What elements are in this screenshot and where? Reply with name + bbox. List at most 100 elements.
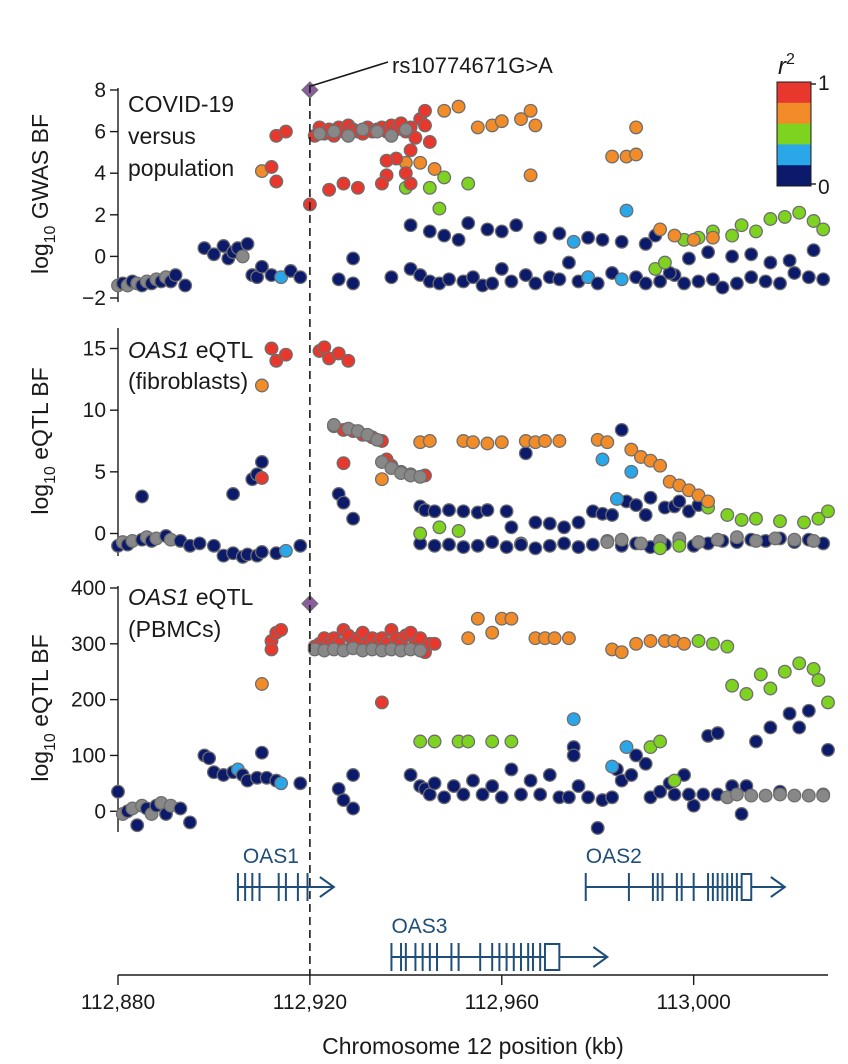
data-point — [643, 490, 658, 505]
data-point — [605, 149, 620, 164]
colorbar-min-label: 0 — [818, 176, 830, 199]
data-point — [542, 538, 557, 553]
data-point — [538, 434, 552, 448]
data-point — [216, 239, 231, 253]
data-point — [341, 353, 356, 368]
data-point — [422, 135, 437, 149]
x-tick-label: 112,920 — [273, 991, 347, 1014]
r2-colorbar: r2 1 0 — [776, 51, 830, 199]
data-point — [293, 538, 308, 553]
data-point — [729, 530, 744, 545]
data-point — [480, 222, 495, 237]
data-point — [782, 253, 797, 268]
data-point — [614, 532, 629, 547]
data-point — [590, 276, 605, 291]
data-point — [509, 218, 524, 233]
data-point — [264, 642, 279, 657]
data-point — [777, 209, 792, 224]
data-point — [293, 270, 308, 285]
data-point — [542, 768, 557, 782]
data-point — [183, 815, 197, 830]
data-point — [485, 625, 500, 640]
data-point — [816, 272, 831, 287]
data-point — [437, 228, 452, 243]
y-tick-label: 2 — [94, 204, 106, 227]
data-point — [197, 241, 212, 256]
data-point — [264, 160, 279, 174]
data-point — [653, 734, 668, 749]
data-point — [638, 276, 653, 291]
data-point — [768, 531, 783, 546]
data-point — [326, 124, 341, 139]
data-point — [528, 541, 543, 556]
data-point — [370, 432, 385, 447]
data-point — [427, 776, 442, 791]
data-point — [413, 155, 428, 170]
data-point — [566, 712, 581, 727]
gene-oas1: OAS1 — [236, 845, 336, 901]
data-point — [681, 787, 696, 802]
data-point — [787, 266, 802, 280]
data-point — [461, 734, 476, 749]
y-tick-label: −2 — [82, 287, 106, 310]
data-point — [705, 230, 720, 245]
data-point — [705, 272, 720, 287]
data-point — [485, 535, 500, 550]
colorbar-segment — [777, 123, 811, 145]
data-point — [605, 508, 620, 522]
data-point — [619, 740, 634, 755]
data-point — [801, 703, 816, 718]
data-point — [461, 176, 476, 191]
data-point — [427, 636, 442, 651]
data-point — [667, 787, 682, 802]
data-point — [470, 538, 485, 553]
panels: 8 6 4 2 0 −2 log10 GWAS BF COVID-19 versus popula… — [27, 79, 835, 835]
lead-snp-marker: rs10774671G>A — [309, 53, 553, 975]
points — [111, 99, 831, 295]
data-point — [422, 434, 437, 448]
data-point — [571, 540, 586, 555]
data-point — [806, 533, 821, 548]
data-point — [254, 259, 269, 274]
data-point — [667, 773, 682, 788]
data-point — [442, 503, 456, 518]
data-point — [528, 515, 543, 530]
data-point — [629, 748, 644, 763]
data-point — [206, 247, 221, 262]
data-point — [336, 456, 351, 471]
panel-eqtl-fibroblasts: 15 10 5 0 log10 eQTL BF OAS1 eQTL (fibroblasts… — [27, 328, 835, 564]
data-point — [816, 222, 831, 237]
data-point — [705, 636, 720, 651]
data-point — [494, 114, 509, 129]
data-point — [605, 266, 620, 280]
data-point — [657, 255, 672, 270]
data-point — [168, 268, 183, 283]
data-point — [480, 436, 495, 451]
data-point — [629, 498, 644, 513]
data-point — [638, 508, 653, 522]
colorbar-title: r2 — [778, 51, 795, 80]
data-point — [729, 276, 744, 291]
data-point — [504, 734, 519, 749]
data-point — [374, 695, 389, 710]
data-point — [792, 656, 807, 671]
panel-annotation: OAS1 eQTL — [128, 337, 253, 363]
data-point — [494, 261, 509, 276]
y-tick-label: 8 — [94, 79, 106, 102]
data-point — [624, 464, 639, 479]
data-point — [456, 787, 471, 802]
data-point — [111, 784, 125, 799]
panel-annotation: OAS1 eQTL — [128, 584, 253, 610]
data-point — [413, 268, 428, 283]
data-point — [384, 128, 399, 143]
data-point — [725, 678, 740, 693]
data-point — [744, 788, 759, 803]
y-axis-label: log10 GWAS BF — [27, 114, 59, 274]
data-point — [710, 726, 725, 741]
data-point — [629, 120, 644, 135]
data-point — [451, 232, 466, 247]
data-point — [787, 532, 802, 547]
data-point — [326, 418, 341, 432]
gene-oas2: OAS2 — [584, 845, 787, 901]
